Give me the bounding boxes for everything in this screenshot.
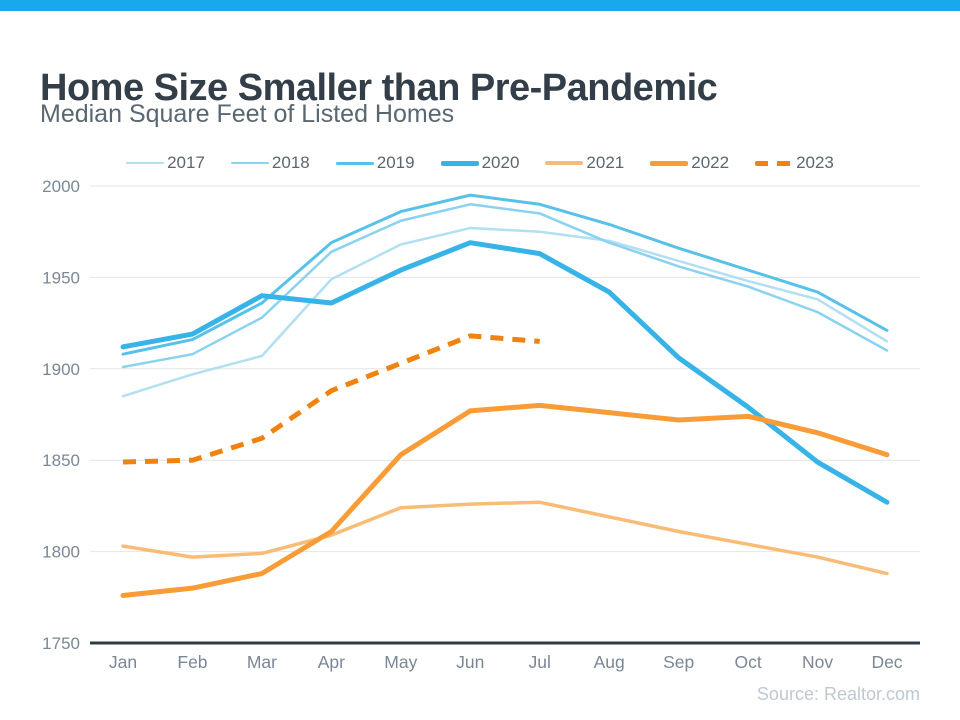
x-tick-label: Jan <box>109 652 137 672</box>
legend-label-2020: 2020 <box>481 153 520 172</box>
x-tick-label: Mar <box>247 652 277 672</box>
legend-swatch-2022 <box>650 160 689 166</box>
page-title: Home Size Smaller than Pre-Pandemic <box>40 67 718 110</box>
legend-swatch-2017 <box>126 161 165 165</box>
legend-label-2019: 2019 <box>376 153 415 172</box>
y-tick-label: 2000 <box>42 177 80 196</box>
series-line-2021 <box>121 500 889 576</box>
x-tick-label: Aug <box>594 652 625 672</box>
x-tick-label: May <box>384 652 417 672</box>
x-tick-label: Jul <box>529 652 551 672</box>
legend-swatch-2019 <box>335 161 374 165</box>
legend-item-2017: 2017 <box>126 153 205 173</box>
legend-swatch-2021 <box>545 161 584 165</box>
x-tick-label: Feb <box>177 652 207 672</box>
legend-swatch-2023 <box>755 160 794 166</box>
legend-label-2021: 2021 <box>586 153 625 172</box>
y-tick-label: 1900 <box>42 360 80 379</box>
series-line-2022 <box>120 402 890 598</box>
chart-legend: 2017 2018 2019 2020 2021 2022 2023 <box>0 152 960 174</box>
y-tick-label: 1750 <box>42 634 80 653</box>
x-tick-label: Jun <box>456 652 484 672</box>
legend-label-2022: 2022 <box>691 153 730 172</box>
x-tick-label: Apr <box>318 652 345 672</box>
source-attribution: Source: Realtor.com <box>756 684 920 704</box>
legend-item-2020: 2020 <box>440 153 520 173</box>
legend-swatch-2020 <box>440 160 479 166</box>
legend-label-2023: 2023 <box>796 153 834 172</box>
series-line-2020 <box>120 240 890 505</box>
legend-item-2021: 2021 <box>545 153 624 173</box>
legend-item-2022: 2022 <box>650 153 729 173</box>
y-tick-label: 1800 <box>42 543 80 562</box>
legend-item-2018: 2018 <box>230 153 310 173</box>
series-line-2018 <box>121 203 889 369</box>
series-line-2017 <box>121 226 889 398</box>
legend-label-2017: 2017 <box>167 153 205 172</box>
page-subtitle: Median Square Feet of Listed Homes <box>40 100 455 128</box>
top-accent-bar <box>0 0 960 11</box>
x-tick-label: Nov <box>802 652 833 672</box>
legend-swatch-2018 <box>230 161 269 165</box>
y-tick-label: 1850 <box>42 451 80 470</box>
x-tick-label: Oct <box>734 652 761 672</box>
series-line-2019 <box>121 193 889 356</box>
y-tick-label: 1950 <box>42 268 80 287</box>
legend-item-2019: 2019 <box>335 153 415 173</box>
series-line-2023 <box>122 333 540 465</box>
legend-item-2023: 2023 <box>755 153 834 173</box>
x-tick-label: Sep <box>663 652 694 672</box>
x-tick-label: Dec <box>871 652 902 672</box>
legend-label-2018: 2018 <box>271 153 310 172</box>
